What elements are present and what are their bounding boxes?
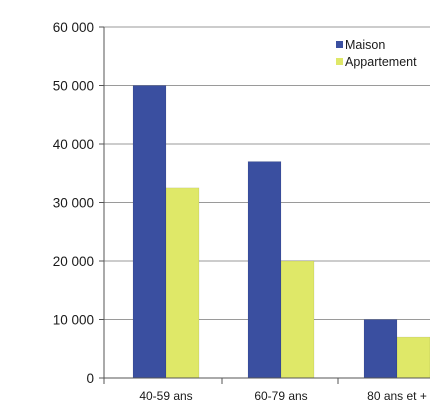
bar-maison-0: [132, 85, 167, 379]
bar-appartement-2: [396, 336, 430, 379]
bar-maison-1: [247, 161, 282, 379]
x-category-label: 60-79 ans: [254, 389, 307, 403]
y-tick-label: 10 000: [53, 313, 94, 328]
axes: [99, 26, 430, 384]
bars: [132, 85, 430, 379]
legend-label-appartement: Appartement: [345, 55, 417, 69]
y-tick-label: 20 000: [53, 254, 94, 269]
bar-appartement-0: [165, 187, 200, 379]
y-tick-label: 60 000: [53, 20, 94, 35]
bar-appartement-1: [280, 260, 315, 379]
legend: Maison Appartement: [336, 38, 417, 69]
y-tick-label: 30 000: [53, 196, 94, 211]
legend-swatch-appartement: [336, 58, 343, 65]
y-tick-label: 40 000: [53, 137, 94, 152]
x-category-label: 80 ans et +: [367, 389, 427, 403]
legend-swatch-maison: [336, 41, 343, 48]
x-axis-labels: 40-59 ans 60-79 ans 80 ans et +: [139, 389, 427, 403]
bar-maison-2: [363, 319, 398, 379]
y-axis-ticks: 0 10 000 20 000 30 000 40 000 50 000 60 000: [53, 20, 94, 386]
y-tick-label: 0: [86, 371, 94, 386]
y-tick-label: 50 000: [53, 79, 94, 94]
x-category-label: 40-59 ans: [139, 389, 192, 403]
legend-label-maison: Maison: [345, 38, 385, 52]
